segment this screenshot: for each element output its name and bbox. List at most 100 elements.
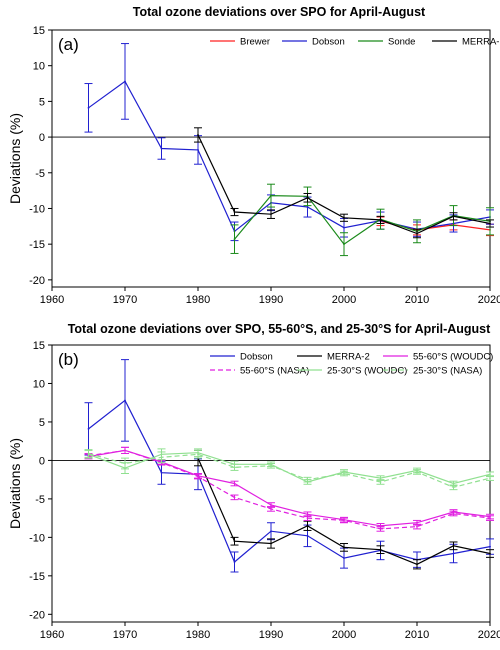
data-point xyxy=(270,194,272,197)
data-point xyxy=(306,206,309,208)
y-tick-label: -20 xyxy=(29,275,45,287)
y-tick-label: 5 xyxy=(39,417,45,429)
data-point xyxy=(270,213,272,216)
legend-label: MERRA-2 xyxy=(327,352,370,363)
data-point xyxy=(270,530,272,533)
data-point xyxy=(270,504,272,506)
data-point xyxy=(452,552,455,555)
data-point xyxy=(306,478,309,481)
data-point xyxy=(233,211,236,213)
data-point xyxy=(233,482,236,485)
series-dobson xyxy=(84,359,494,573)
data-point xyxy=(343,216,345,219)
data-point xyxy=(416,525,418,528)
x-tick-label: 1970 xyxy=(113,629,137,641)
y-tick-label: 5 xyxy=(39,96,45,108)
series-line xyxy=(88,399,491,563)
series-line xyxy=(88,80,491,233)
data-point xyxy=(452,215,455,218)
data-point xyxy=(489,552,491,555)
y-tick-label: -10 xyxy=(29,532,45,544)
series-line xyxy=(88,449,491,527)
legend-label: Brewer xyxy=(240,37,270,48)
data-point xyxy=(343,557,345,560)
plot-frame xyxy=(51,344,491,623)
data-point xyxy=(306,524,309,527)
x-tick-label: 2000 xyxy=(332,294,356,306)
data-point xyxy=(233,540,236,543)
legend-label: Dobson xyxy=(240,352,273,363)
data-point xyxy=(124,462,126,465)
x-tick-label: 1960 xyxy=(40,629,64,641)
legend-label: Sonde xyxy=(388,37,415,48)
data-point xyxy=(452,482,455,485)
data-point xyxy=(343,243,345,246)
series-line xyxy=(88,449,491,530)
data-point xyxy=(489,517,491,520)
y-tick-label: 15 xyxy=(33,25,45,37)
y-tick-label: 0 xyxy=(39,132,45,144)
y-tick-label: -15 xyxy=(29,239,45,251)
x-tick-label: 1980 xyxy=(186,294,210,306)
data-point xyxy=(197,149,199,151)
y-tick-label: -15 xyxy=(29,571,45,583)
data-point xyxy=(270,464,272,467)
series-dobson xyxy=(84,43,494,242)
series-merra-2 xyxy=(194,449,494,570)
y-tick-label: -10 xyxy=(29,203,45,215)
data-point xyxy=(306,196,309,199)
data-point xyxy=(160,471,163,474)
legend-label: 25-30°S (WOUDC) xyxy=(327,366,407,377)
y-tick-label: 10 xyxy=(33,61,45,73)
series-25-30-s-woudc- xyxy=(84,448,494,487)
series-line xyxy=(88,452,491,485)
data-point xyxy=(233,238,236,241)
data-point xyxy=(87,106,90,109)
data-point xyxy=(416,563,418,566)
x-tick-label: 2010 xyxy=(405,294,429,306)
y-tick-label: 15 xyxy=(33,340,45,352)
panel-label: (b) xyxy=(58,350,79,369)
y-axis-label: Deviations (%) xyxy=(7,438,23,529)
y-axis-label: Deviations (%) xyxy=(7,113,23,204)
data-point xyxy=(452,544,455,547)
data-point xyxy=(270,542,272,545)
plot-frame xyxy=(51,29,491,288)
data-point xyxy=(233,561,236,563)
y-tick-label: 10 xyxy=(33,378,45,390)
data-point xyxy=(306,513,309,516)
x-tick-label: 2000 xyxy=(332,629,356,641)
legend-label: 55-60°S (NASA) xyxy=(240,366,309,377)
data-point xyxy=(343,226,345,229)
series-line xyxy=(234,194,491,246)
data-point xyxy=(124,80,126,83)
data-point xyxy=(379,218,382,221)
data-point xyxy=(306,534,309,537)
data-point xyxy=(233,496,236,499)
data-point xyxy=(416,232,418,235)
data-point xyxy=(379,477,382,480)
panel-label: (a) xyxy=(58,35,79,54)
legend-label: Dobson xyxy=(312,37,345,48)
data-point xyxy=(197,475,199,478)
y-tick-label: -20 xyxy=(29,609,45,621)
x-tick-label: 1980 xyxy=(186,629,210,641)
y-tick-label: 0 xyxy=(39,455,45,467)
y-tick-label: -5 xyxy=(35,494,45,506)
data-point xyxy=(452,512,455,515)
data-point xyxy=(379,548,382,551)
panel-a: Total ozone deviations over SPO for Apri… xyxy=(7,5,500,306)
data-point xyxy=(489,222,491,225)
x-tick-label: 2010 xyxy=(405,629,429,641)
legend-label: 55-60°S (WOUDC) xyxy=(413,352,493,363)
data-point xyxy=(343,472,345,475)
data-point xyxy=(124,399,126,402)
series-merra-2 xyxy=(194,127,494,239)
series-line xyxy=(88,452,491,488)
data-point xyxy=(197,453,199,456)
data-point xyxy=(87,452,90,455)
data-point xyxy=(197,134,199,136)
x-tick-label: 1970 xyxy=(113,294,137,306)
x-tick-label: 2020 xyxy=(478,629,500,641)
